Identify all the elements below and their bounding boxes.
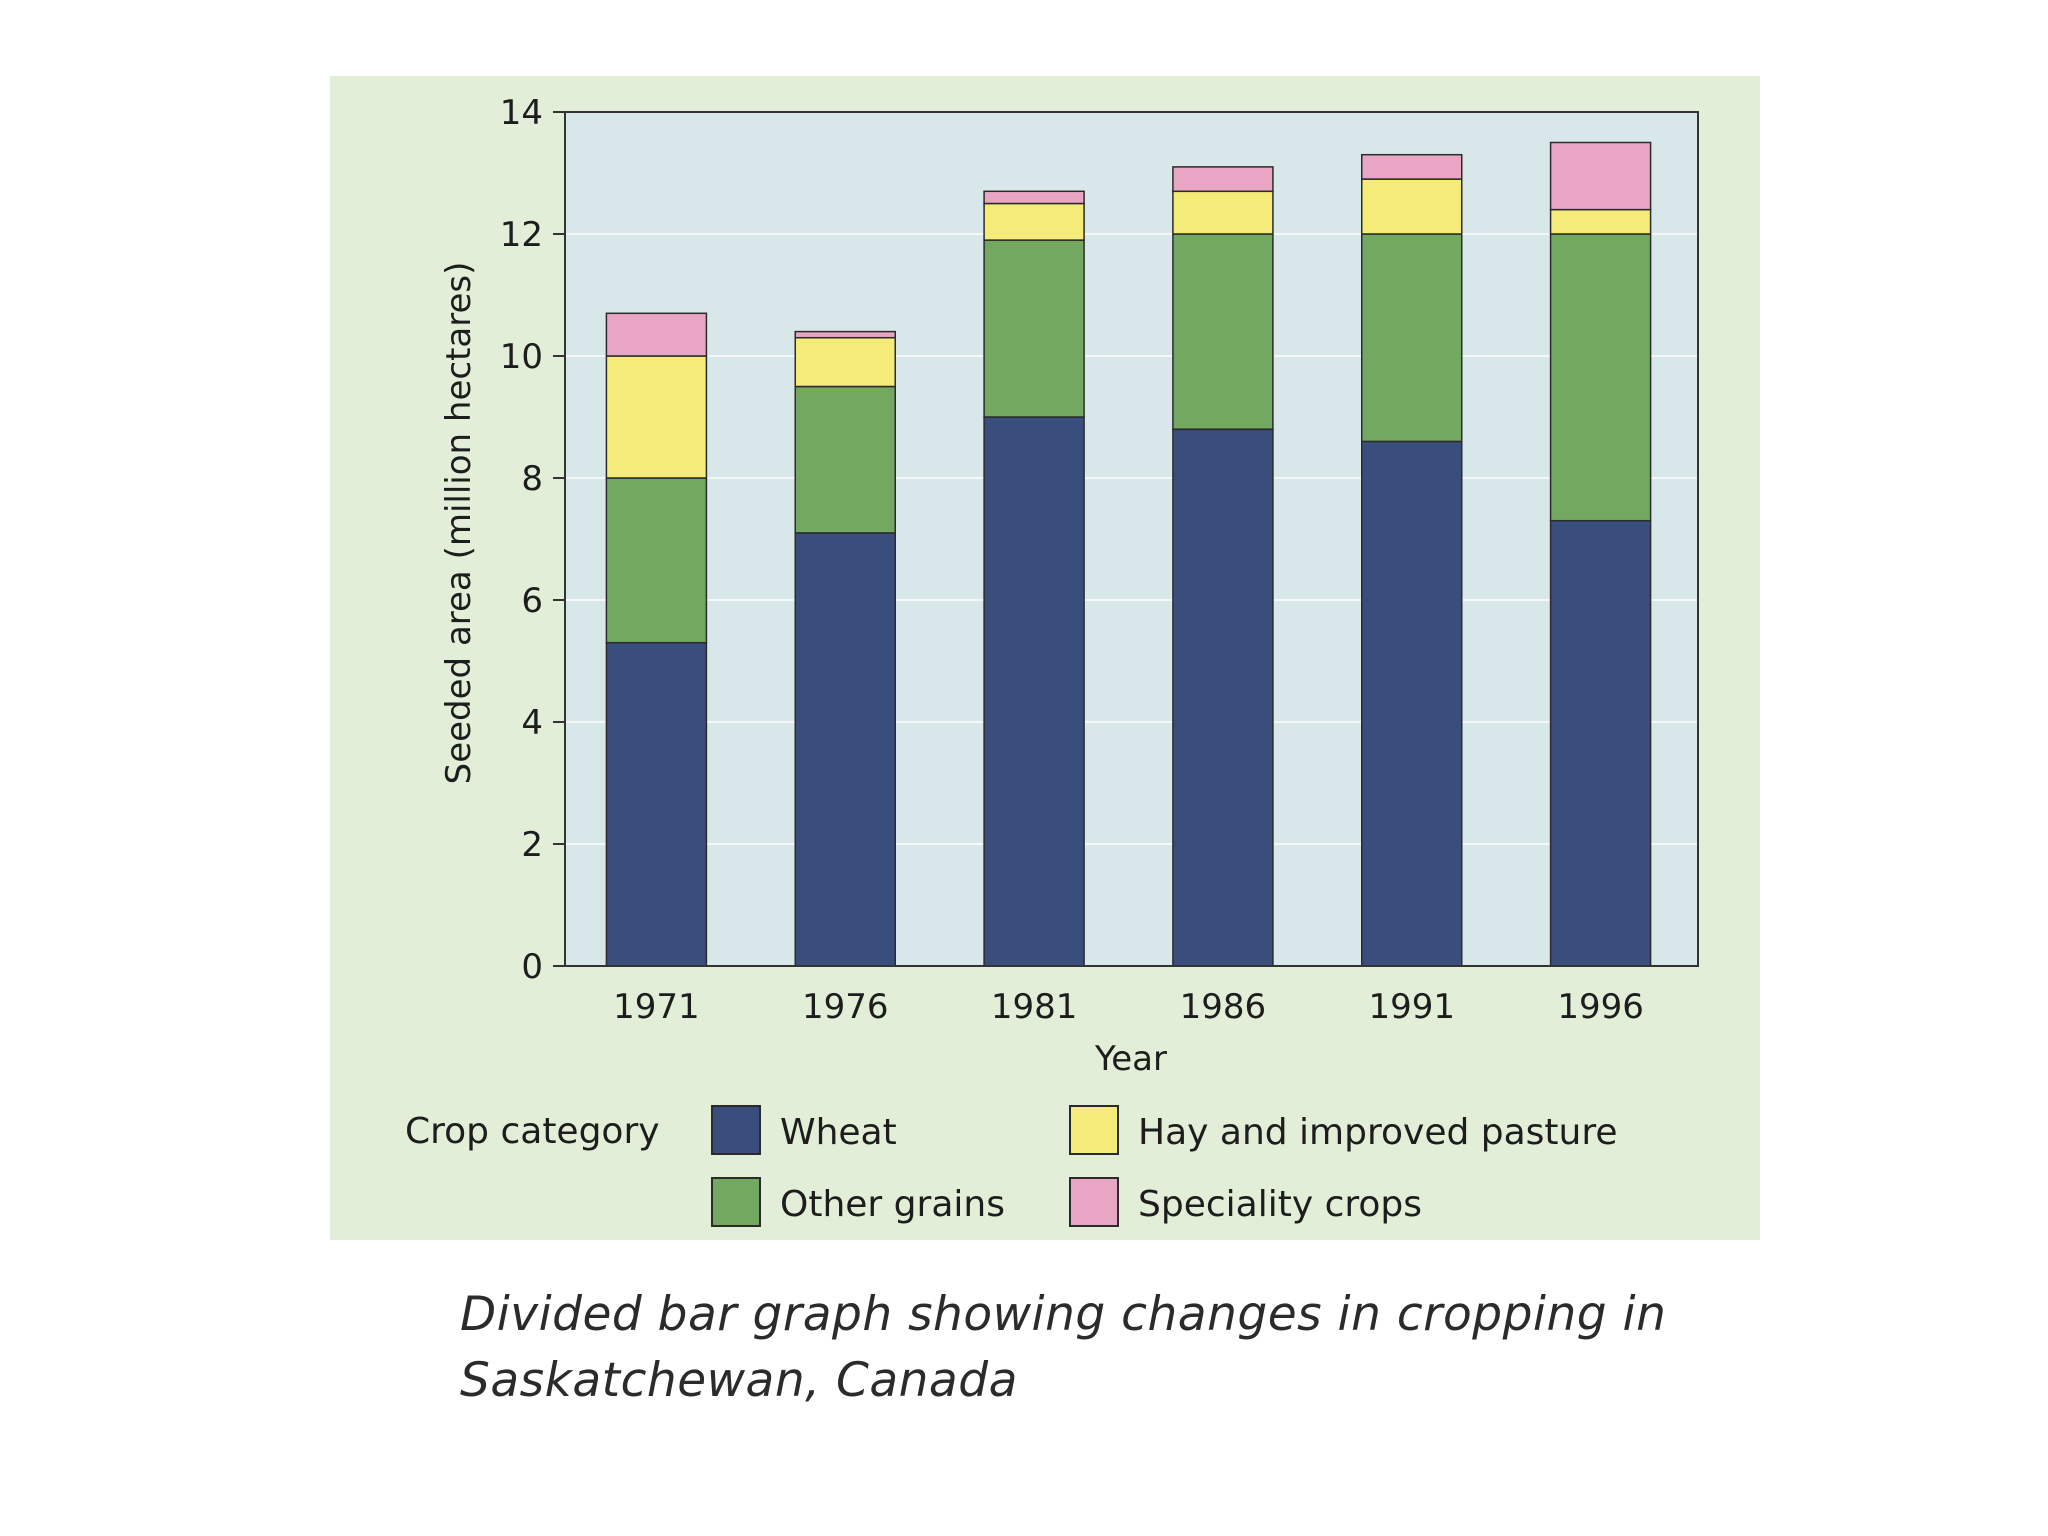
x-tick-label: 1996 xyxy=(1557,987,1644,1027)
bar-stack-1976 xyxy=(794,330,896,967)
bar-segment-wheat xyxy=(1361,440,1463,967)
legend-item-other-grains: Other grains xyxy=(711,1177,1005,1227)
bar-segment-hay-and-improved-pasture xyxy=(983,202,1085,241)
bar-stack-1996 xyxy=(1549,141,1652,967)
bar-segment-other-grains xyxy=(1549,233,1652,522)
bar-segment-speciality-crops xyxy=(983,190,1085,205)
bar-segment-other-grains xyxy=(605,477,708,644)
legend-swatch xyxy=(1069,1177,1119,1227)
bar-segment-speciality-crops xyxy=(1549,141,1652,211)
bar-segment-hay-and-improved-pasture xyxy=(1361,178,1463,235)
x-tick-label: 1981 xyxy=(991,987,1078,1027)
legend-item-speciality-crops: Speciality crops xyxy=(1069,1177,1422,1227)
bar-segment-hay-and-improved-pasture xyxy=(794,336,896,388)
bar-segment-wheat xyxy=(1172,428,1274,967)
legend-swatch xyxy=(1069,1105,1119,1155)
bar-segment-speciality-crops xyxy=(605,312,708,357)
bar-stack-1986 xyxy=(1172,166,1274,967)
figure-caption: Divided bar graph showing changes in cro… xyxy=(460,1287,1667,1408)
y-tick-label: 4 xyxy=(521,703,543,743)
bar-segment-speciality-crops xyxy=(1361,153,1463,180)
legend-item-wheat: Wheat xyxy=(711,1105,897,1155)
legend-swatch xyxy=(711,1105,761,1155)
legend-label: Speciality crops xyxy=(1138,1184,1422,1225)
x-tick-label: 1986 xyxy=(1180,987,1267,1027)
y-axis-title: Seeded area (million hectares) xyxy=(439,262,479,785)
bar-segment-other-grains xyxy=(1172,233,1274,430)
bar-segment-wheat xyxy=(605,641,708,967)
x-axis: 1971 1976 1981 1986 1991 1996 xyxy=(613,987,1644,1027)
bar-segment-wheat xyxy=(983,416,1085,967)
y-tick-label: 14 xyxy=(500,93,543,133)
bar-segment-wheat xyxy=(794,532,896,967)
x-tick-label: 1991 xyxy=(1368,987,1455,1027)
bar-stack-1971 xyxy=(605,312,708,967)
y-tick-label: 6 xyxy=(521,581,543,621)
gridlines xyxy=(565,233,1698,845)
y-axis: 0 2 4 6 8 10 12 14 xyxy=(500,93,565,987)
bar-segment-wheat xyxy=(1549,519,1652,967)
plot-frame xyxy=(564,111,1699,967)
x-tick-label: 1971 xyxy=(613,987,700,1027)
bar-segment-other-grains xyxy=(794,385,896,534)
bar-segment-other-grains xyxy=(983,239,1085,418)
y-tick-label: 12 xyxy=(500,215,543,255)
x-tick-label: 1976 xyxy=(802,987,889,1027)
bar-segment-hay-and-improved-pasture xyxy=(1549,208,1652,235)
y-tick-label: 2 xyxy=(521,825,543,865)
bar-segment-speciality-crops xyxy=(1172,166,1274,193)
y-tick-label: 10 xyxy=(500,337,543,377)
bar-segment-other-grains xyxy=(1361,233,1463,443)
y-tick-label: 8 xyxy=(521,459,543,499)
bar-stack-1981 xyxy=(983,190,1085,967)
legend-label: Hay and improved pasture xyxy=(1138,1112,1618,1153)
legend: Wheat Hay and improved pasture Other grain… xyxy=(711,1105,1618,1227)
legend-label: Wheat xyxy=(780,1112,897,1153)
legend-item-hay-and-improved-pasture: Hay and improved pasture xyxy=(1069,1105,1618,1155)
bars xyxy=(605,141,1652,967)
legend-swatch xyxy=(711,1177,761,1227)
y-tick-label: 0 xyxy=(521,947,543,987)
legend-label: Other grains xyxy=(780,1184,1005,1225)
plot-area xyxy=(565,112,1698,966)
bar-segment-hay-and-improved-pasture xyxy=(1172,190,1274,235)
bar-segment-hay-and-improved-pasture xyxy=(605,355,708,479)
bar-segment-speciality-crops xyxy=(794,330,896,339)
legend-title: Crop category xyxy=(405,1111,660,1152)
bar-stack-1991 xyxy=(1361,153,1463,967)
x-axis-title: Year xyxy=(1094,1039,1167,1079)
